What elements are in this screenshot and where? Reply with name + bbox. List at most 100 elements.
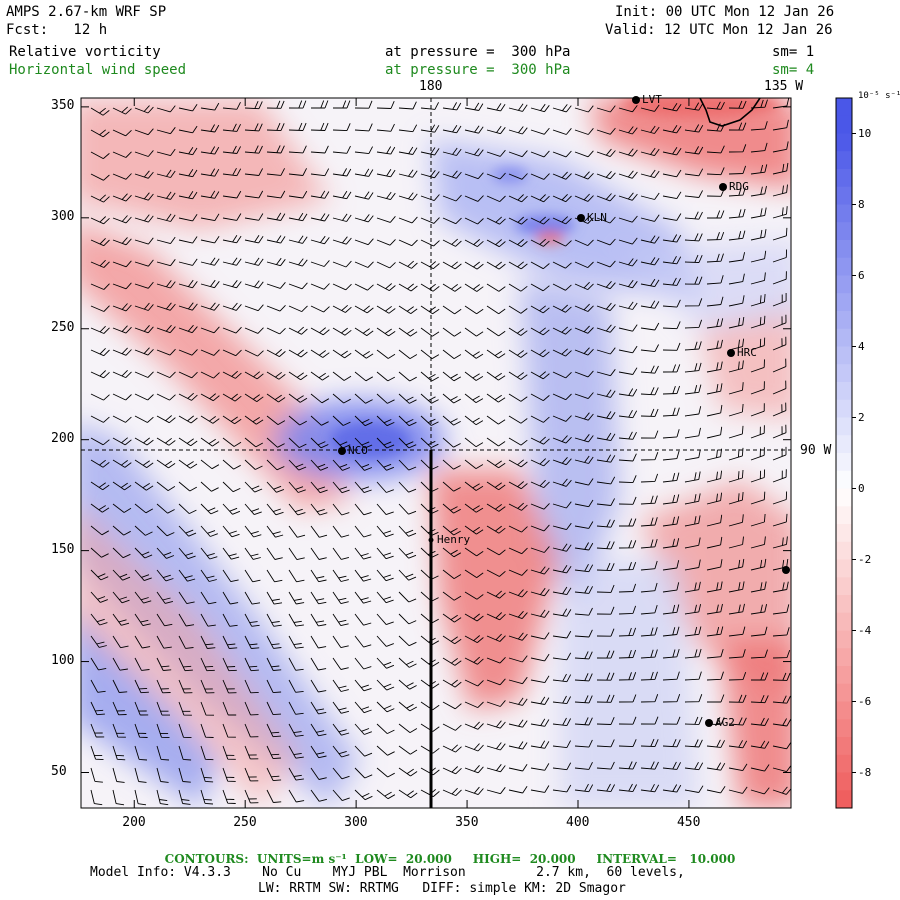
wind-barb: [464, 743, 484, 752]
wind-barb: [552, 522, 572, 531]
wind-barb: [200, 591, 217, 605]
wind-barb: [156, 348, 176, 356]
wind-barb: [332, 190, 352, 200]
wind-barb: [90, 547, 109, 558]
wind-barb: [442, 723, 462, 731]
wind-barb: [354, 503, 372, 516]
wind-barb: [244, 304, 264, 312]
wind-barb: [508, 569, 528, 576]
wind-barb: [618, 105, 638, 113]
wind-barb: [640, 408, 659, 417]
wind-barb: [728, 514, 744, 527]
wind-barb: [200, 613, 216, 627]
wind-barb: [112, 569, 131, 581]
wind-barb: [596, 562, 615, 572]
wind-barb: [684, 626, 702, 637]
wind-barb: [266, 349, 286, 357]
wind-barb: [156, 503, 175, 514]
wind-barb: [508, 525, 528, 533]
wind-barb: [684, 515, 701, 527]
wind-barb: [244, 723, 259, 738]
wind-barb: [200, 525, 218, 537]
wind-barb: [222, 190, 242, 199]
wind-barb: [310, 613, 327, 627]
wind-barb: [398, 371, 417, 382]
wind-barb: [90, 347, 110, 357]
wind-barb: [266, 745, 282, 760]
wind-barb: [178, 481, 198, 492]
wind-barb: [750, 315, 766, 329]
wind-barb: [618, 739, 637, 748]
wind-barb: [420, 371, 439, 382]
lat-label-90w: 90 W: [800, 443, 832, 458]
wind-barb: [222, 701, 237, 716]
wind-barb: [530, 173, 550, 180]
wind-barb: [332, 789, 350, 802]
wind-barb: [552, 478, 572, 487]
wind-barb: [354, 723, 372, 735]
wind-barb: [398, 283, 418, 292]
colorbar-bin: [836, 719, 852, 738]
wind-barb: [266, 657, 282, 671]
wind-barb: [618, 148, 638, 157]
wind-barb: [288, 393, 308, 403]
wind-barb: [156, 591, 174, 604]
wind-barb: [112, 151, 132, 158]
wind-barb: [442, 657, 462, 666]
wind-barb: [684, 384, 702, 395]
wind-barb: [508, 610, 528, 620]
wind-barb: [90, 525, 110, 536]
station-label: AG2: [715, 716, 735, 729]
wind-barb: [684, 694, 703, 703]
wind-barb: [530, 436, 550, 445]
wind-barb: [200, 235, 220, 244]
wind-barb: [200, 437, 220, 447]
wind-barb: [662, 234, 682, 243]
wind-barb: [354, 415, 373, 427]
wind-barb: [596, 193, 616, 202]
wind-barb: [354, 238, 374, 246]
wind-barb: [706, 492, 723, 505]
wind-barb: [90, 767, 103, 783]
wind-barb: [156, 213, 176, 222]
wind-barb: [376, 327, 396, 337]
wind-barb: [90, 107, 110, 116]
wind-barb: [530, 479, 550, 489]
wind-barb: [706, 145, 725, 154]
wind-barb: [552, 565, 572, 574]
wind-barb: [750, 740, 770, 749]
wind-barb: [376, 216, 396, 223]
wind-barb: [178, 789, 191, 805]
wind-barb: [464, 102, 484, 111]
wind-barb: [178, 547, 196, 560]
wind-barb: [266, 304, 286, 312]
colorbar-bin: [836, 399, 852, 418]
wind-barb: [222, 302, 242, 311]
wind-barb: [508, 632, 528, 641]
wind-barb: [706, 296, 724, 307]
wind-barb: [376, 767, 395, 778]
wind-barb: [266, 145, 285, 154]
wind-barb: [662, 169, 682, 178]
wind-barb: [618, 258, 638, 267]
wind-barb: [90, 393, 110, 401]
wind-barb: [90, 745, 104, 761]
wind-barb: [750, 695, 769, 704]
wind-barb: [552, 501, 572, 509]
wind-barb: [398, 393, 417, 404]
wind-barb: [772, 358, 787, 373]
wind-barb: [222, 569, 239, 583]
wind-barb: [266, 767, 282, 782]
wind-barb: [90, 129, 110, 138]
wind-barb: [134, 325, 154, 334]
wind-barb: [486, 525, 506, 534]
wind-barb: [420, 349, 440, 360]
wind-barb: [156, 481, 176, 491]
colorbar-bin: [836, 240, 852, 259]
colorbar-label: -6: [858, 694, 872, 708]
wind-barb: [552, 608, 572, 617]
wind-barb: [464, 349, 484, 359]
wind-barb: [464, 635, 484, 643]
wind-barb: [706, 536, 723, 549]
wind-barb: [530, 415, 550, 423]
